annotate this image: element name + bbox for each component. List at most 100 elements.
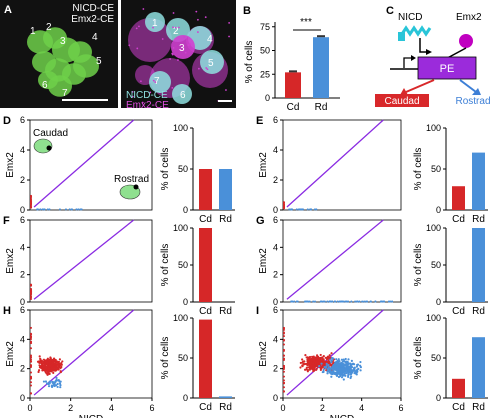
scatter-point-red bbox=[54, 362, 57, 365]
scatter-point-blue bbox=[341, 300, 344, 303]
micrograph-left-cells: 1 23 4 5 6 7 bbox=[27, 22, 102, 99]
scatter-point-red bbox=[30, 375, 33, 378]
scatter-point-blue bbox=[345, 300, 348, 303]
bar-category-label: Rd bbox=[472, 402, 485, 413]
scatter-point-blue bbox=[327, 367, 331, 370]
scatter-point-red bbox=[30, 332, 33, 335]
cyan-cell bbox=[149, 71, 171, 93]
scatter-point-red bbox=[30, 197, 33, 200]
cell-number-left: 1 bbox=[30, 26, 36, 37]
nicd-icon bbox=[400, 25, 432, 37]
scatter-point-blue bbox=[340, 376, 344, 379]
scatter-frame bbox=[29, 119, 153, 211]
scatter-points bbox=[282, 326, 362, 393]
scatter-point-blue bbox=[43, 208, 46, 211]
scatter-points bbox=[30, 194, 83, 211]
bar-ytick-label: 50 bbox=[431, 353, 441, 363]
scatter-point-blue bbox=[59, 384, 62, 387]
bar-category-label: Rd bbox=[219, 402, 232, 413]
scatter-point-blue bbox=[340, 358, 343, 361]
bar-ylabel: % of cells bbox=[160, 337, 171, 380]
scatter-point-blue bbox=[314, 300, 317, 303]
scatter-point-blue bbox=[329, 367, 333, 370]
cyan-cell bbox=[145, 12, 165, 32]
scatter-point-red bbox=[52, 371, 55, 374]
scatter-ytick-label: 0 bbox=[273, 205, 278, 215]
bar-ytick-label: 0 bbox=[436, 297, 441, 307]
scatter-point-red bbox=[30, 296, 33, 299]
bar-cd bbox=[199, 228, 212, 302]
scatter-point-red bbox=[30, 358, 33, 361]
magenta-speck bbox=[189, 43, 192, 46]
scatter-point-blue bbox=[45, 382, 49, 385]
magenta-speck bbox=[172, 26, 174, 29]
scatter-xtick-label: 2 bbox=[320, 403, 325, 413]
scatter-point-red bbox=[309, 363, 312, 366]
scatter-point-red bbox=[61, 360, 64, 363]
rostrad-arrow-head bbox=[472, 88, 481, 95]
scatter-point-blue bbox=[325, 364, 328, 368]
scatter-point-blue bbox=[327, 363, 330, 367]
scatter-ytick-label: 2 bbox=[20, 270, 25, 280]
panel-label-h: H bbox=[3, 305, 11, 317]
scatter-point-blue bbox=[359, 369, 362, 372]
scatter-point-red bbox=[305, 356, 308, 359]
scatter-frame bbox=[29, 219, 153, 303]
scatter-point-blue bbox=[322, 300, 325, 303]
scatter-ytick-label: 2 bbox=[273, 364, 278, 374]
scatter-point-red bbox=[30, 291, 33, 294]
scatter-point-blue bbox=[68, 208, 71, 211]
micrograph-left: 1 23 4 5 6 7 A NICD-CE Emx2-CE bbox=[0, 0, 118, 108]
scatter-point-blue bbox=[347, 362, 350, 365]
scatter-points bbox=[282, 201, 318, 211]
scatter-ytick-label: 4 bbox=[273, 242, 278, 252]
scatter-ytick-label: 2 bbox=[20, 364, 25, 374]
magenta-speck bbox=[187, 44, 190, 46]
bar-ytick-label: 100 bbox=[173, 123, 188, 133]
scatter-point-red bbox=[46, 361, 49, 365]
scatter-point-blue bbox=[313, 208, 316, 211]
diagonal-line bbox=[33, 219, 135, 300]
scatter-point-blue bbox=[51, 381, 54, 384]
scatter-point-blue bbox=[389, 300, 392, 303]
scatter-point-red bbox=[30, 337, 33, 340]
scatter-point-blue bbox=[363, 300, 366, 303]
scatter-point-blue bbox=[44, 380, 48, 383]
scatter-point-blue bbox=[339, 375, 342, 378]
scatter-point-red bbox=[58, 362, 61, 366]
panel-e: E 0 2 4 6 Emx2 0 50 100 % of cells Cd Rd bbox=[256, 115, 488, 225]
bar-category-label: Rd bbox=[219, 306, 232, 317]
scatter-point-blue bbox=[330, 371, 333, 374]
scatter-point-red bbox=[44, 363, 47, 366]
scatter-point-blue bbox=[349, 362, 352, 365]
panel-i: I 0 2 4 6 0 2 4 6 NICD Emx2 0 50 100 % of cells Cd Rd bbox=[256, 305, 488, 418]
magenta-speck bbox=[172, 12, 175, 14]
scatter-point-blue bbox=[335, 373, 338, 376]
scatter-point-red bbox=[30, 326, 33, 329]
bar-ytick-label: 0 bbox=[183, 205, 188, 215]
scatter-point-red bbox=[30, 371, 33, 374]
scatter-point-blue bbox=[349, 376, 352, 380]
bar-ytick-label: 50 bbox=[431, 164, 441, 174]
scatter-point-red bbox=[30, 377, 33, 380]
scatter-point-red bbox=[322, 354, 325, 358]
magenta-speck bbox=[206, 68, 209, 71]
scatter-point-blue bbox=[301, 208, 304, 211]
magenta-speck bbox=[204, 16, 207, 19]
cell-number-right: 1 bbox=[152, 18, 158, 29]
bar-cd bbox=[452, 186, 465, 210]
bar-b-errorbar bbox=[317, 35, 325, 38]
scatter-xtick-label: 4 bbox=[359, 403, 364, 413]
caudad-arrow bbox=[405, 79, 435, 93]
scatter-point-red bbox=[52, 357, 56, 360]
scatter-points bbox=[30, 326, 64, 395]
scatter-point-red bbox=[282, 349, 285, 352]
scatter-point-blue bbox=[326, 300, 329, 303]
bar-category-label: Rd bbox=[472, 306, 485, 317]
scatter-point-red bbox=[302, 362, 305, 366]
bar-ytick-label: 100 bbox=[426, 223, 441, 233]
scatter-point-red bbox=[30, 283, 33, 286]
bar-ytick-label: 100 bbox=[426, 123, 441, 133]
scatter-point-red bbox=[330, 352, 333, 355]
cell-number-left: 5 bbox=[96, 56, 102, 67]
